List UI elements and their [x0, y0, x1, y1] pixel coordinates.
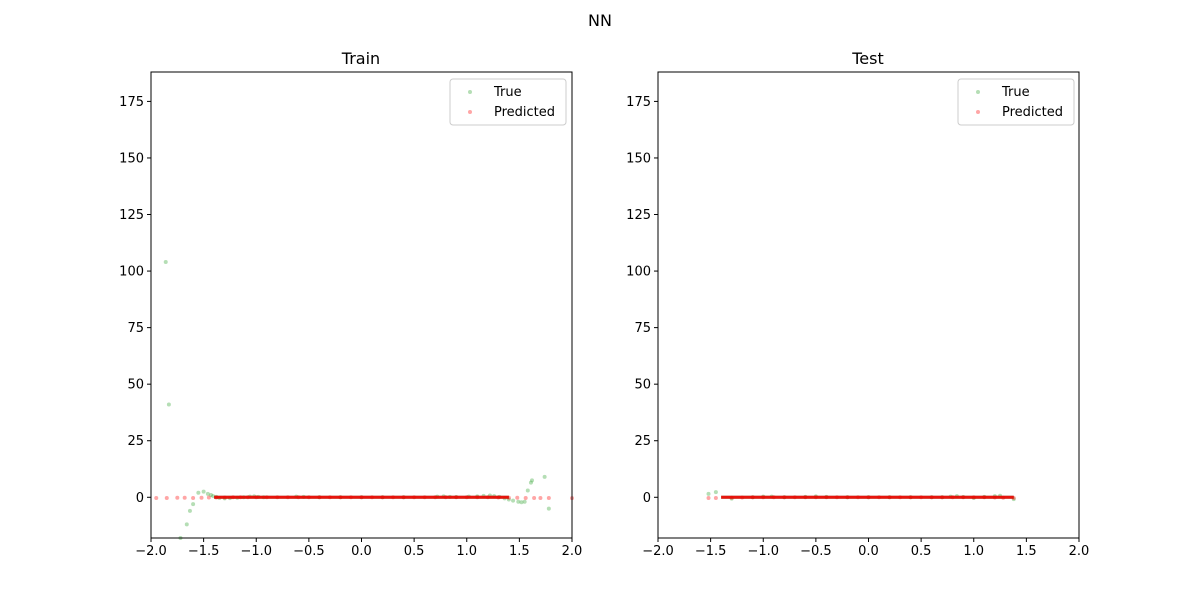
test-x-tick-label: −1.5 [695, 544, 727, 559]
test-y-tick-label: 50 [634, 378, 651, 393]
test-predicted-point [706, 495, 711, 500]
train-predicted-point [199, 495, 204, 500]
train-predicted-point [191, 495, 196, 500]
train-y-tick-label: 0 [136, 491, 144, 506]
train-true-point [546, 506, 551, 511]
train-legend-true-marker [468, 90, 472, 94]
test-legend: True Predicted [957, 78, 1075, 126]
train-x-tick-label: 1.5 [509, 544, 530, 559]
train-true-point [530, 478, 535, 483]
train-y-tick-label: 100 [119, 265, 144, 280]
train-predicted-point [164, 495, 169, 500]
test-y-tick-label: 125 [626, 208, 651, 223]
test-legend-box [957, 78, 1075, 126]
train-y-tick-label: 150 [119, 151, 144, 166]
train-true-point [196, 490, 201, 495]
train-true-point [516, 499, 521, 504]
train-true-point [528, 480, 533, 485]
test-x-tick-label: 1.0 [963, 544, 984, 559]
train-title: Train [341, 49, 380, 68]
train-x-tick-label: 0.0 [351, 544, 372, 559]
test-x-tick-label: −1.0 [747, 544, 779, 559]
train-y-axis: 0 25 50 75 100 125 150 175 [119, 95, 151, 506]
train-y-tick-label: 175 [119, 95, 144, 110]
train-true-point [208, 493, 213, 498]
test-x-tick-label: −0.5 [800, 544, 832, 559]
train-x-tick-label: −2.0 [135, 544, 167, 559]
train-x-tick-label: 1.0 [456, 544, 477, 559]
train-x-tick-label: −0.5 [293, 544, 325, 559]
train-y-tick-label: 75 [127, 321, 144, 336]
train-legend-true-label: True [493, 85, 522, 100]
train-legend-predicted-marker [468, 110, 472, 114]
test-legend-true-marker [976, 90, 980, 94]
test-plot-area [706, 490, 1016, 502]
test-y-tick-label: 75 [634, 321, 651, 336]
train-x-tick-label: 0.5 [404, 544, 425, 559]
test-axes-frame [657, 71, 1080, 539]
test-title: Test [851, 49, 884, 68]
train-true-point [205, 491, 210, 496]
train-predicted-point [532, 495, 537, 500]
test-y-tick-label: 0 [643, 491, 651, 506]
train-true-point [166, 402, 171, 407]
test-y-tick-label: 175 [626, 95, 651, 110]
test-x-tick-label: 0.5 [911, 544, 932, 559]
train-panel: Train −2.0 −1.5 −1.0 −0.5 0.0 0.5 1.0 1.5 2.0 0 2… [119, 49, 582, 559]
train-true-point [519, 500, 524, 505]
train-x-tick-label: −1.0 [240, 544, 272, 559]
train-predicted-point [523, 495, 528, 500]
train-predicted-point [175, 495, 180, 500]
test-x-axis: −2.0 −1.5 −1.0 −0.5 0.0 0.5 1.0 1.5 2.0 [642, 538, 1089, 559]
train-plot-area [154, 260, 574, 540]
train-y-tick-label: 25 [127, 434, 144, 449]
train-true-point [522, 499, 527, 504]
train-true-point [542, 474, 547, 479]
train-true-point [525, 488, 530, 493]
train-predicted-point [538, 495, 543, 500]
train-true-point [201, 489, 206, 494]
test-panel: Test −2.0 −1.5 −1.0 −0.5 0.0 0.5 1.0 1.5 2.0 0 25… [626, 49, 1089, 559]
train-predicted-point [515, 495, 520, 500]
train-predicted-point [546, 495, 551, 500]
test-y-axis: 0 25 50 75 100 125 150 175 [626, 95, 658, 506]
test-legend-predicted-marker [976, 110, 980, 114]
train-x-axis: −2.0 −1.5 −1.0 −0.5 0.0 0.5 1.0 1.5 2.0 [135, 538, 582, 559]
train-true-point [187, 508, 192, 513]
train-y-tick-label: 50 [127, 378, 144, 393]
train-axes-frame [150, 71, 573, 539]
test-predicted-point [713, 495, 718, 500]
test-x-tick-label: 2.0 [1069, 544, 1090, 559]
test-x-tick-label: 0.0 [858, 544, 879, 559]
train-true-point [511, 498, 516, 503]
train-x-tick-label: 2.0 [562, 544, 583, 559]
train-legend: True Predicted [449, 78, 567, 126]
train-y-tick-label: 125 [119, 208, 144, 223]
train-x-tick-label: −1.5 [188, 544, 220, 559]
test-legend-predicted-label: Predicted [1002, 105, 1063, 120]
train-true-point [211, 494, 216, 499]
figure-suptitle: NN [588, 11, 612, 30]
train-legend-predicted-label: Predicted [494, 105, 555, 120]
test-y-tick-label: 150 [626, 151, 651, 166]
train-predicted-point [206, 495, 211, 500]
train-predicted-point [182, 495, 187, 500]
train-legend-box [449, 78, 567, 126]
test-x-tick-label: −2.0 [642, 544, 674, 559]
train-predicted-point [154, 495, 159, 500]
test-x-tick-label: 1.5 [1016, 544, 1037, 559]
test-y-tick-label: 100 [626, 265, 651, 280]
test-true-point [706, 491, 711, 496]
test-true-point [713, 490, 718, 495]
train-true-point [163, 260, 168, 265]
test-legend-true-label: True [1001, 85, 1030, 100]
train-true-point [184, 522, 189, 527]
train-true-point [191, 502, 196, 507]
test-y-tick-label: 25 [634, 434, 651, 449]
